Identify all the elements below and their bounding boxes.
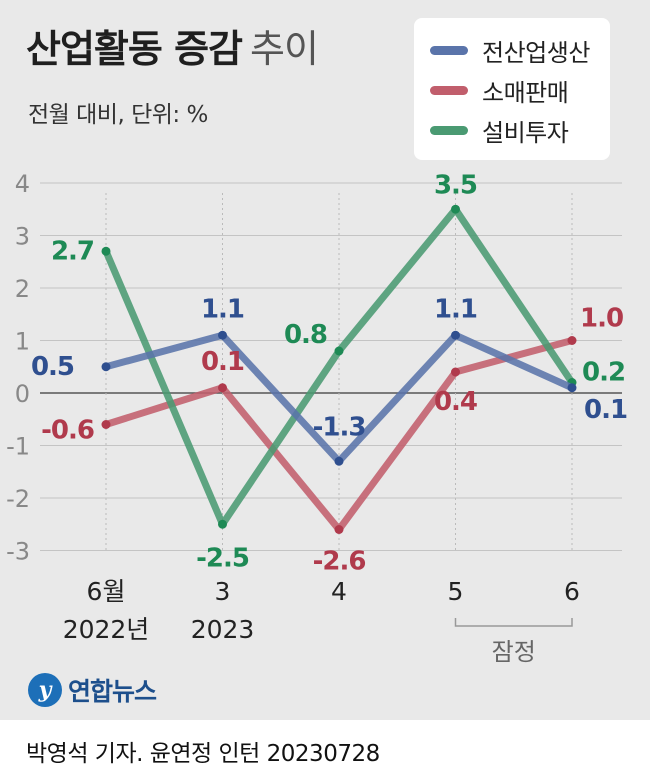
legend-swatch-investment bbox=[430, 125, 468, 135]
footer: 박영석 기자. 윤연정 인턴 20230728 bbox=[0, 720, 650, 776]
chart-subtitle: 전월 대비, 단위: % bbox=[28, 102, 208, 128]
data-point bbox=[334, 456, 344, 466]
data-label: -0.6 bbox=[41, 416, 94, 446]
x-tick-label: 3 bbox=[215, 577, 231, 606]
series-line-2 bbox=[102, 205, 576, 528]
y-tick-label: 0 bbox=[15, 380, 30, 408]
title-suffix: 추이 bbox=[250, 27, 319, 71]
data-label: 3.5 bbox=[434, 170, 477, 200]
x-tick-label: 2022년 bbox=[63, 615, 150, 644]
legend-label-retail: 소매판매 bbox=[482, 78, 569, 107]
legend-swatch-retail bbox=[430, 85, 468, 95]
y-tick-label: -3 bbox=[6, 538, 30, 566]
data-label: 1.1 bbox=[201, 294, 244, 324]
x-tick-label: 5 bbox=[448, 577, 464, 606]
x-tick-label: 2023 bbox=[191, 615, 255, 644]
chart-title: 산업활동 증감 추이 bbox=[26, 18, 319, 73]
data-point bbox=[451, 330, 460, 340]
y-tick-label: 3 bbox=[15, 223, 30, 251]
y-tick-label: 4 bbox=[15, 170, 30, 198]
data-point bbox=[218, 519, 227, 529]
line-chart: 4 3 2 1 0 -1 -2 -3 6월 2022년 3 2023 4 5 6 잠정 0.5 1.1 -1.3 1.… bbox=[6, 170, 628, 666]
data-point bbox=[567, 383, 577, 393]
data-label: 0.2 bbox=[582, 358, 625, 388]
yonhap-logo-text: 연합뉴스 bbox=[68, 677, 157, 706]
data-point bbox=[218, 330, 227, 340]
provisional-label: 잠정 bbox=[492, 638, 536, 666]
legend: 전산업생산 소매판매 설비투자 bbox=[414, 18, 610, 160]
data-point bbox=[334, 525, 344, 534]
data-label: -1.3 bbox=[313, 412, 366, 442]
data-label: 1.0 bbox=[580, 304, 623, 334]
data-label: 0.1 bbox=[201, 347, 244, 377]
data-point bbox=[101, 362, 111, 372]
data-point bbox=[218, 383, 227, 393]
data-label: -2.5 bbox=[196, 543, 249, 573]
yonhap-logo: y 연합뉴스 bbox=[28, 672, 157, 708]
data-label: 1.1 bbox=[434, 294, 477, 324]
data-point bbox=[451, 367, 460, 377]
x-tick-label: 4 bbox=[331, 577, 347, 606]
y-tick-label: 2 bbox=[15, 275, 30, 303]
data-point bbox=[334, 346, 344, 356]
data-point bbox=[451, 204, 460, 214]
data-label: 0.8 bbox=[284, 320, 327, 350]
y-tick-label: -2 bbox=[6, 485, 30, 513]
x-tick-label: 6 bbox=[564, 577, 580, 606]
data-label: -2.6 bbox=[313, 547, 366, 577]
data-point bbox=[101, 246, 111, 256]
provisional-bracket bbox=[454, 618, 573, 627]
data-label: 0.4 bbox=[434, 387, 477, 417]
data-point bbox=[101, 420, 111, 429]
yonhap-logo-icon: y bbox=[28, 673, 62, 707]
data-label: 2.7 bbox=[51, 236, 94, 266]
y-tick-label: -1 bbox=[6, 433, 30, 461]
legend-item-investment: 설비투자 bbox=[430, 110, 569, 150]
data-label: 0.5 bbox=[31, 352, 74, 382]
legend-item-retail: 소매판매 bbox=[430, 70, 569, 110]
title-main: 산업활동 증감 bbox=[26, 27, 243, 71]
x-tick-label: 6월 bbox=[87, 577, 126, 606]
legend-label-investment: 설비투자 bbox=[482, 118, 569, 147]
y-tick-label: 1 bbox=[15, 328, 30, 356]
footer-credit: 박영석 기자. 윤연정 인턴 20230728 bbox=[26, 741, 380, 767]
legend-label-production: 전산업생산 bbox=[482, 38, 590, 67]
legend-item-production: 전산업생산 bbox=[430, 30, 590, 70]
data-point bbox=[567, 336, 577, 345]
legend-swatch-production bbox=[430, 45, 468, 55]
data-label: 0.1 bbox=[584, 395, 627, 425]
